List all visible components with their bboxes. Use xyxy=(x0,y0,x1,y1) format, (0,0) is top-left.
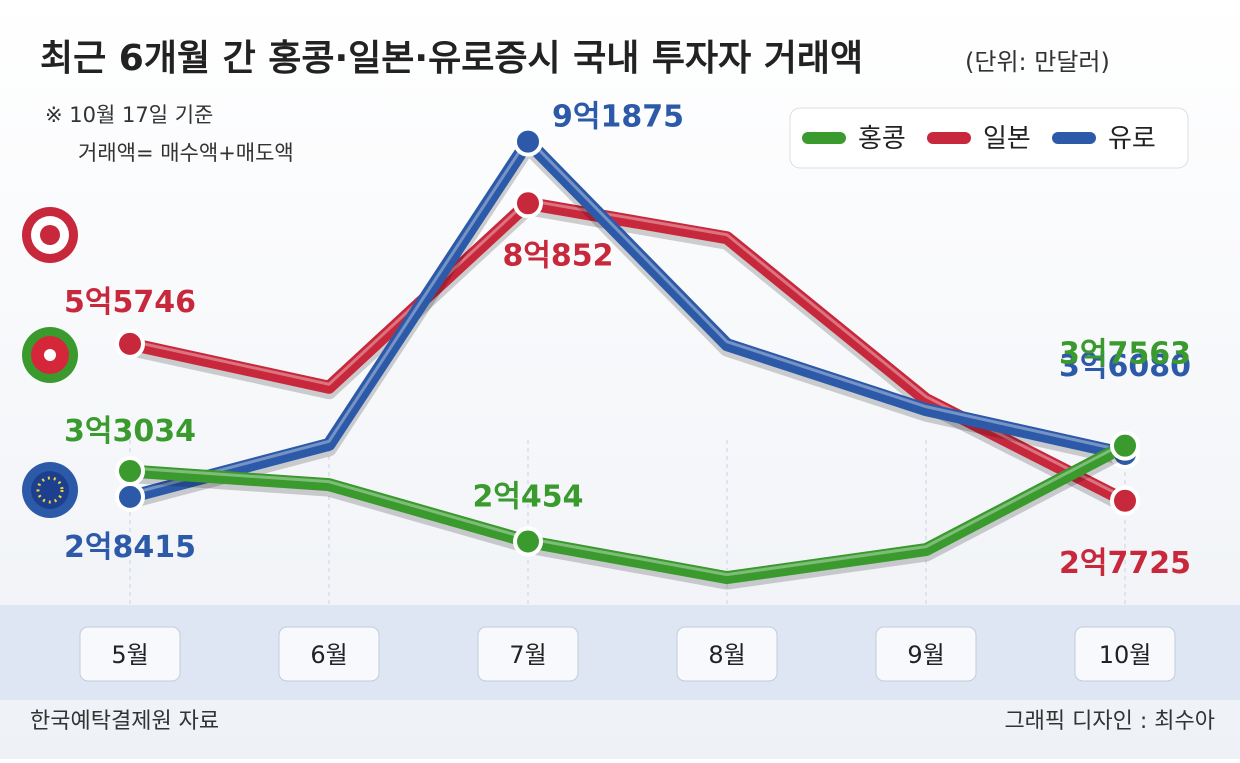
category-box xyxy=(676,626,778,682)
flag-japan xyxy=(22,207,78,263)
point-marker xyxy=(1110,430,1140,461)
x-tick-label: 6월 xyxy=(310,641,347,669)
point-marker xyxy=(115,456,145,487)
subtitle: (단위: 만달러) xyxy=(965,48,1110,76)
category-box xyxy=(875,626,977,682)
x-tick-label: 8월 xyxy=(708,641,745,669)
data-label: 3억7563 xyxy=(1059,337,1191,372)
legend-label: 일본 xyxy=(983,124,1031,154)
flag-hongkong xyxy=(22,327,78,383)
point-marker xyxy=(513,188,543,219)
note: 거래액= 매수액+매도액 xyxy=(78,141,294,165)
x-tick-label: 5월 xyxy=(111,641,148,669)
x-tick-label: 10월 xyxy=(1099,641,1152,669)
category-box xyxy=(1074,626,1176,682)
flag-eu xyxy=(22,462,78,518)
series-line xyxy=(123,439,1132,585)
series-highlight xyxy=(129,137,1126,496)
category-box xyxy=(477,626,579,682)
source: 한국예탁결제원 자료 xyxy=(30,709,219,734)
series-line xyxy=(123,135,1132,504)
point-marker xyxy=(513,126,543,157)
x-tick-label: 9월 xyxy=(907,641,944,669)
legend-box xyxy=(789,107,1189,169)
note: ※ 10월 17일 기준 xyxy=(45,103,213,127)
data-label: 2억8415 xyxy=(64,530,196,565)
point-marker xyxy=(1110,485,1140,516)
x-tick-label: 7월 xyxy=(509,641,546,669)
legend-label: 유로 xyxy=(1108,124,1156,154)
category-box xyxy=(278,626,380,682)
axis-band xyxy=(0,605,1240,700)
point-marker xyxy=(513,526,543,557)
data-label: 9억1875 xyxy=(552,100,684,135)
category-box xyxy=(79,626,181,682)
data-label: 3억6080 xyxy=(1059,349,1191,384)
data-label: 2억454 xyxy=(472,479,583,514)
point-marker xyxy=(115,481,145,512)
data-label: 3억3034 xyxy=(64,414,196,449)
chart-title: 최근 6개월 간 홍콩·일본·유로증시 국내 투자자 거래액 xyxy=(40,38,863,79)
legend-label: 홍콩 xyxy=(858,124,906,154)
data-label: 8억852 xyxy=(502,238,613,273)
series-highlight xyxy=(129,441,1126,577)
credit: 그래픽 디자인 : 최수아 xyxy=(1004,709,1215,734)
data-label: 5억5746 xyxy=(64,285,196,320)
point-marker xyxy=(115,328,145,359)
data-label: 2억7725 xyxy=(1059,546,1191,581)
